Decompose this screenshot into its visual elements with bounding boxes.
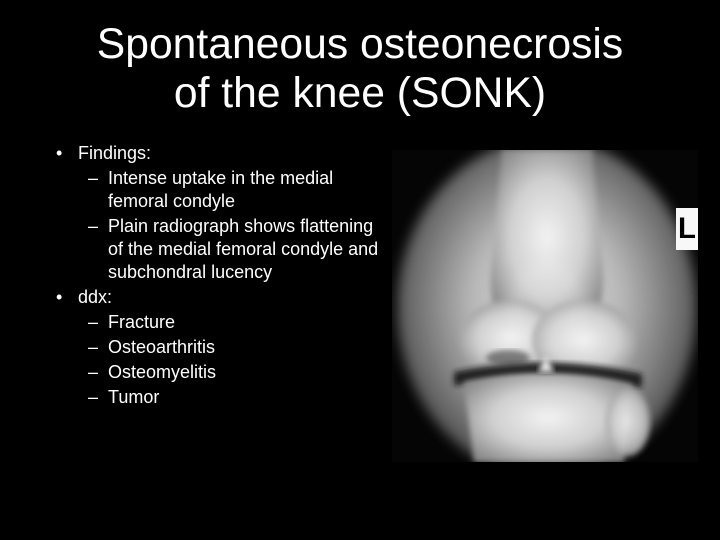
title-line-1: Spontaneous osteonecrosis [0, 20, 720, 69]
slide-body: Findings: Intense uptake in the medial f… [50, 142, 390, 411]
sub-bullet-text: Plain radiograph shows flattening of the… [108, 216, 378, 282]
radiograph-svg [392, 150, 698, 462]
title-line-2: of the knee (SONK) [0, 69, 720, 118]
sub-bullet: Osteoarthritis [78, 336, 390, 359]
sub-bullet-text: Fracture [108, 312, 175, 332]
sub-bullet-text: Osteomyelitis [108, 362, 216, 382]
laterality-marker: L [676, 208, 698, 250]
sub-bullet: Plain radiograph shows flattening of the… [78, 215, 390, 284]
bullet-label: ddx: [78, 287, 112, 307]
knee-radiograph: L [392, 150, 698, 462]
slide: Spontaneous osteonecrosis of the knee (S… [0, 0, 720, 540]
sub-bullet: Fracture [78, 311, 390, 334]
marker-text: L [678, 212, 696, 246]
sub-bullet-text: Intense uptake in the medial femoral con… [108, 168, 333, 211]
bullet-ddx: ddx: Fracture Osteoarthritis Osteomyelit… [50, 286, 390, 409]
sub-bullet: Intense uptake in the medial femoral con… [78, 167, 390, 213]
sub-bullet-text: Tumor [108, 387, 159, 407]
sub-bullet: Osteomyelitis [78, 361, 390, 384]
sub-bullet: Tumor [78, 386, 390, 409]
bullet-label: Findings: [78, 143, 151, 163]
slide-title: Spontaneous osteonecrosis of the knee (S… [0, 0, 720, 118]
sub-bullet-text: Osteoarthritis [108, 337, 215, 357]
bullet-findings: Findings: Intense uptake in the medial f… [50, 142, 390, 284]
